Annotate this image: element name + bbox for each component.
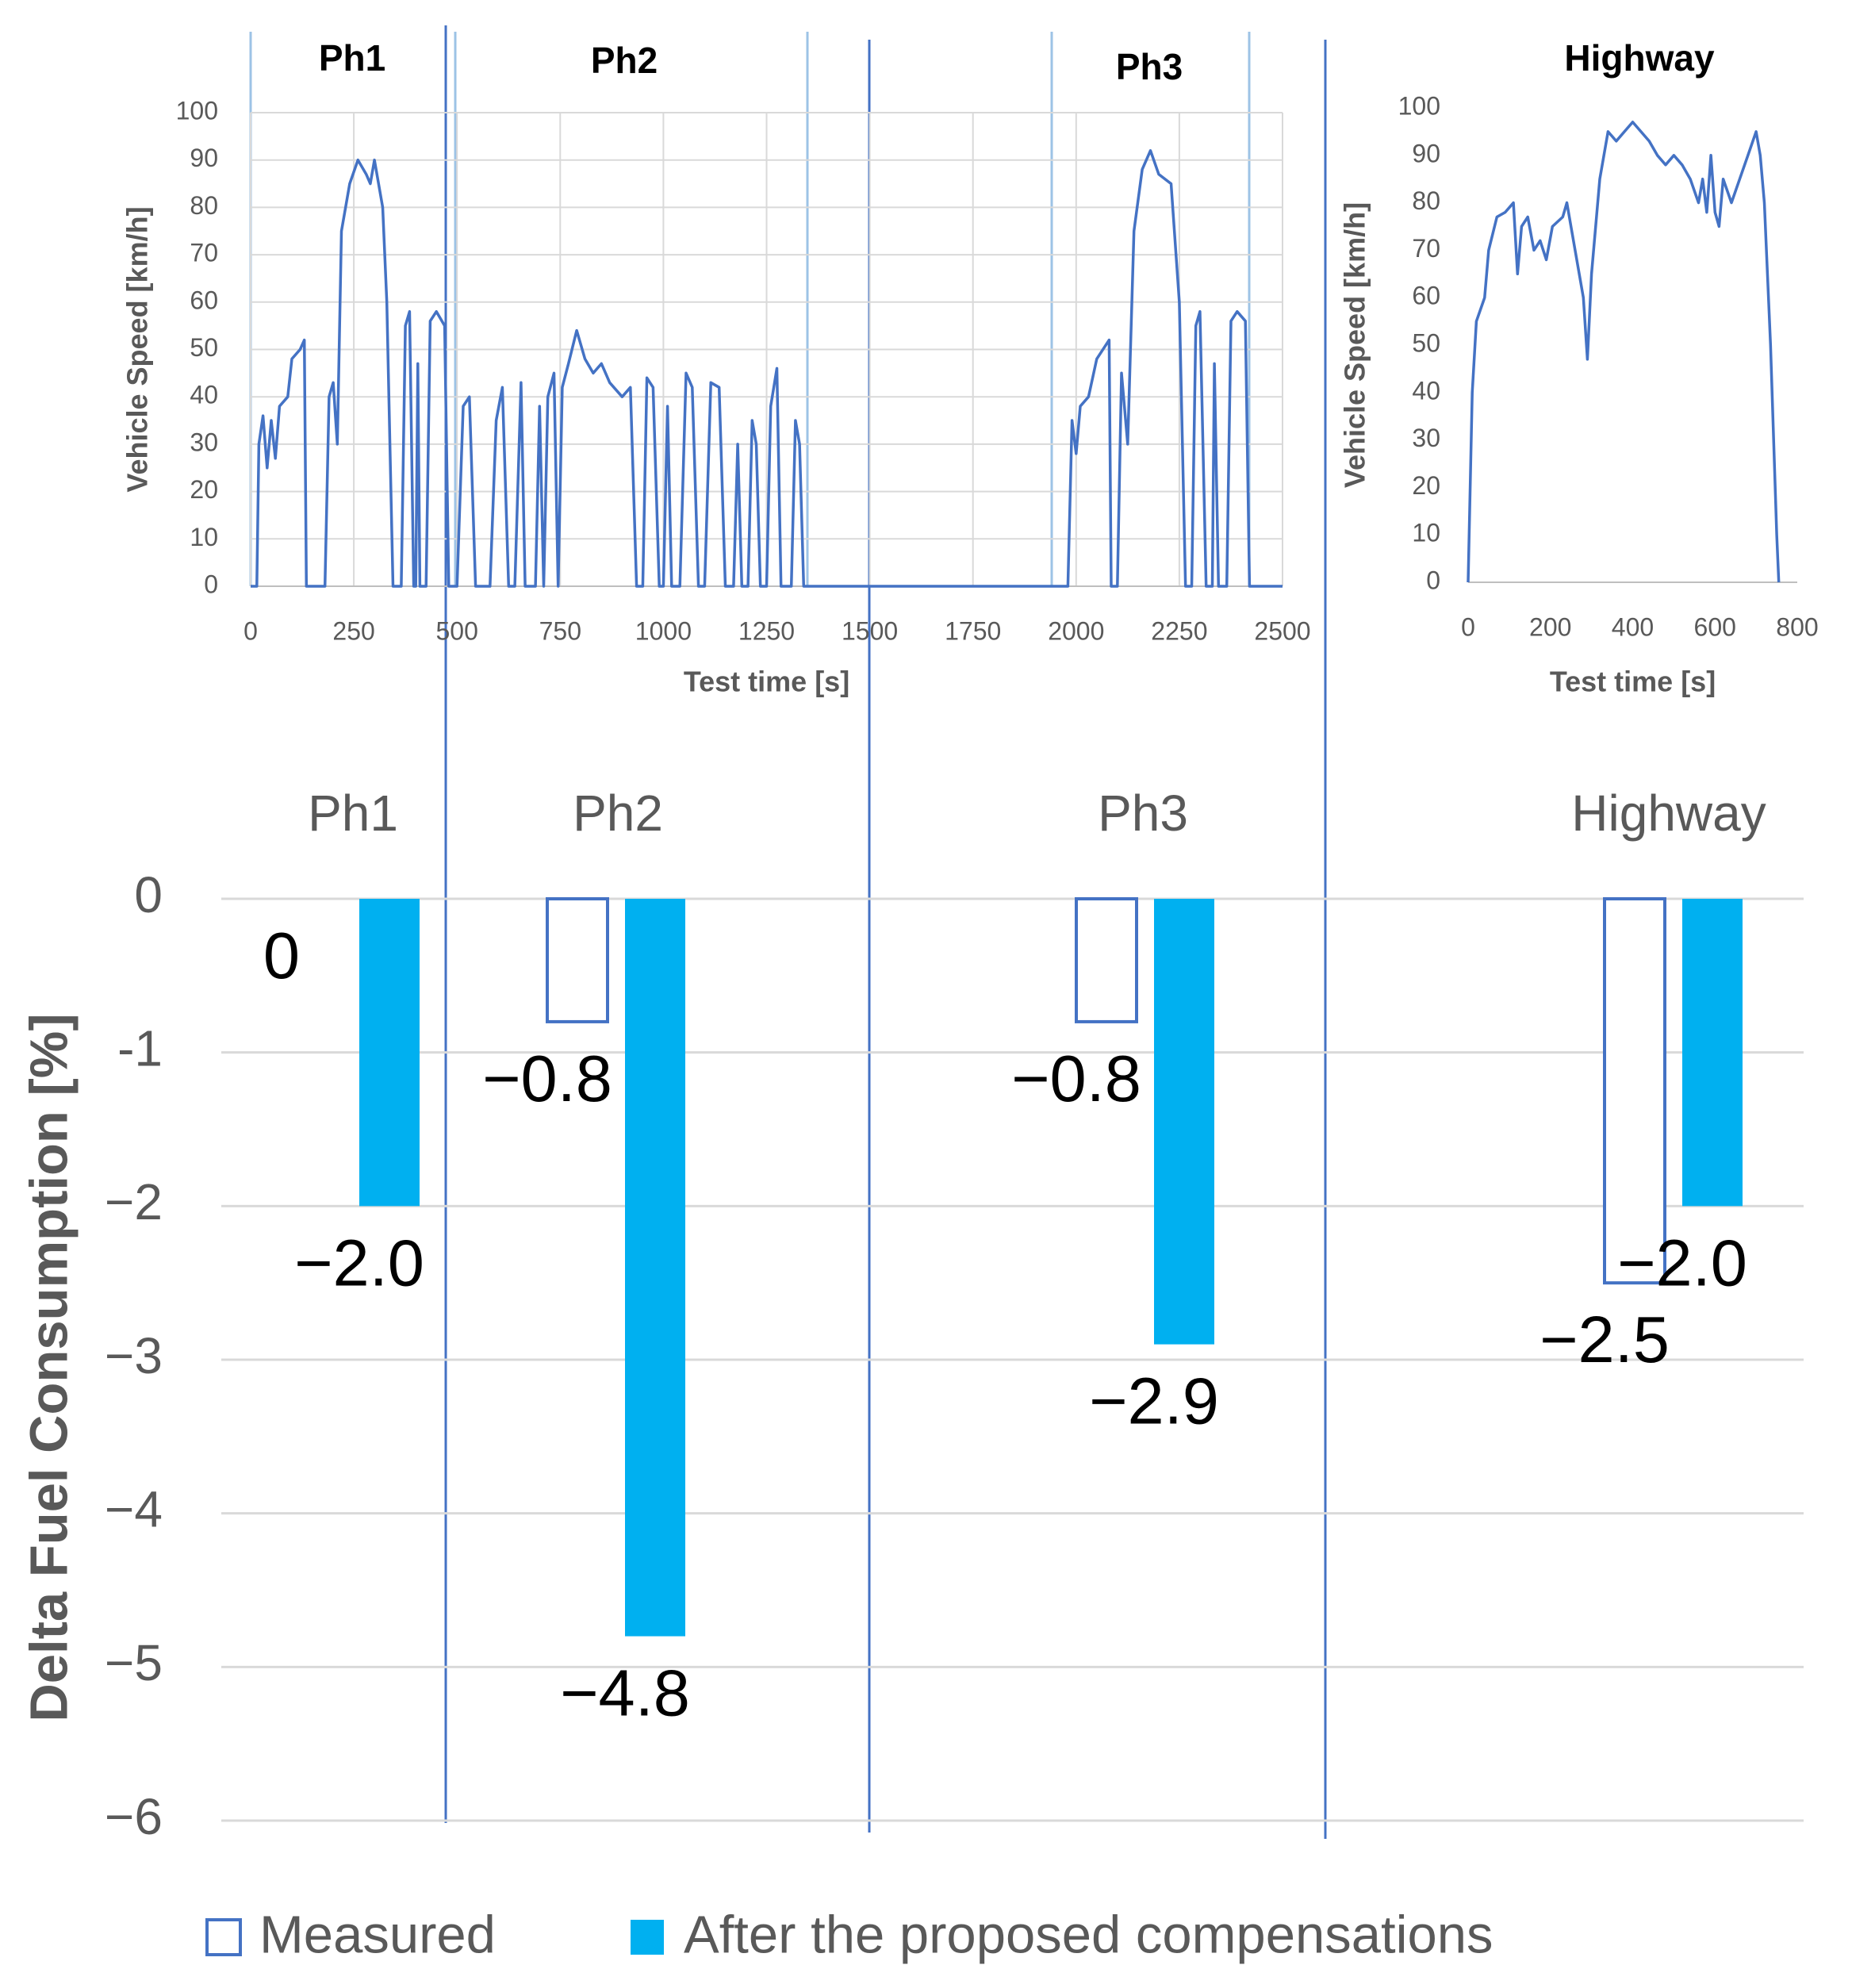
y-tick-label: 30	[1412, 424, 1440, 452]
data-label: −2.5	[1539, 1303, 1670, 1376]
x-tick-label: 400	[1612, 612, 1654, 641]
y-tick-label: 100	[1398, 91, 1440, 120]
y-tick-label: 70	[190, 239, 218, 267]
y-tick-label: 70	[1412, 234, 1440, 263]
bar	[359, 899, 420, 1207]
bar	[1682, 899, 1743, 1207]
y-tick-label: 40	[1412, 376, 1440, 405]
legend-label: Measured	[259, 1905, 496, 1965]
category-label: Ph1	[308, 785, 398, 842]
category-label: Highway	[1571, 785, 1766, 842]
y-tick-label: 20	[190, 475, 218, 504]
y-tick-label: −3	[105, 1327, 163, 1384]
y-axis-label: Delta Fuel Consumption [%]	[20, 1013, 79, 1721]
x-tick-label: 750	[539, 616, 581, 645]
data-label: −4.8	[560, 1656, 690, 1730]
y-tick-label: 80	[1412, 186, 1440, 215]
bar	[625, 899, 685, 1637]
phase-label: Ph1	[319, 37, 385, 79]
phase-label: Ph3	[1116, 46, 1183, 87]
data-label: −2.0	[294, 1226, 424, 1299]
y-tick-label: −6	[105, 1788, 163, 1845]
y-tick-label: -1	[117, 1020, 163, 1077]
bar	[1603, 897, 1666, 1285]
data-label: −2.9	[1089, 1364, 1219, 1438]
x-axis-label: Test time [s]	[1550, 666, 1716, 698]
x-tick-label: 1500	[842, 616, 898, 645]
x-tick-label: 2500	[1254, 616, 1310, 645]
x-axis-label: Test time [s]	[684, 666, 849, 698]
chart-title: Highway	[1564, 37, 1715, 79]
x-tick-label: 250	[332, 616, 374, 645]
y-tick-label: 40	[190, 381, 218, 409]
x-tick-label: 0	[243, 616, 258, 645]
y-axis-label: Vehicle Speed [km/h]	[1339, 202, 1371, 488]
y-tick-label: 10	[190, 523, 218, 551]
x-tick-label: 2000	[1048, 616, 1104, 645]
x-tick-label: 500	[436, 616, 478, 645]
speed-line	[1467, 121, 1781, 583]
bar	[1154, 899, 1214, 1345]
data-label: 0	[263, 919, 300, 992]
y-tick-label: 0	[1426, 566, 1440, 594]
data-label: −0.8	[482, 1042, 612, 1115]
x-tick-label: 0	[1461, 612, 1475, 641]
y-axis-label: Vehicle Speed [km/h]	[121, 206, 154, 492]
y-tick-label: 10	[1412, 519, 1440, 547]
y-tick-label: 90	[1412, 139, 1440, 167]
x-tick-label: 1250	[738, 616, 795, 645]
y-tick-label: 20	[1412, 471, 1440, 500]
x-tick-label: 600	[1694, 612, 1736, 641]
x-tick-label: 1750	[945, 616, 1001, 645]
x-tick-label: 800	[1776, 612, 1818, 641]
y-tick-label: 80	[190, 191, 218, 220]
y-tick-label: 0	[204, 570, 218, 598]
y-tick-label: 50	[1412, 328, 1440, 357]
data-label: −2.0	[1617, 1226, 1747, 1299]
y-tick-label: 0	[134, 866, 163, 923]
bar	[1075, 897, 1138, 1023]
x-tick-label: 1000	[635, 616, 692, 645]
category-label: Ph2	[573, 785, 663, 842]
data-label: −0.8	[1011, 1042, 1141, 1115]
y-tick-label: −5	[105, 1634, 163, 1691]
x-tick-label: 200	[1529, 612, 1571, 641]
x-tick-label: 2250	[1151, 616, 1207, 645]
y-tick-label: 30	[190, 428, 218, 456]
y-tick-label: 50	[190, 333, 218, 362]
y-tick-label: −4	[105, 1481, 163, 1538]
phase-label: Ph2	[591, 40, 658, 81]
bar	[546, 897, 609, 1023]
y-tick-label: 90	[190, 144, 218, 172]
y-tick-label: −2	[105, 1173, 163, 1230]
legend-label: After the proposed compensations	[684, 1905, 1493, 1965]
y-tick-label: 60	[190, 286, 218, 314]
y-tick-label: 100	[176, 96, 218, 125]
legend-swatch	[631, 1920, 664, 1955]
y-tick-label: 60	[1412, 282, 1440, 310]
category-label: Ph3	[1098, 785, 1188, 842]
speed-line	[251, 149, 1283, 588]
legend-swatch	[205, 1918, 242, 1956]
